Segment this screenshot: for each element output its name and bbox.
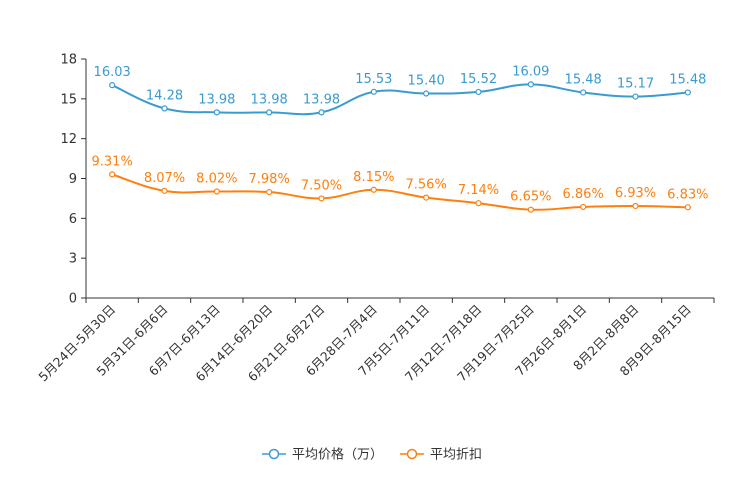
data-label: 6.83%: [667, 187, 708, 202]
y-tick-label: 3: [69, 252, 77, 267]
data-point[interactable]: [580, 203, 587, 211]
data-point[interactable]: [318, 195, 325, 202]
data-point[interactable]: [370, 88, 377, 95]
series-line: [111, 173, 688, 211]
data-label: 8.02%: [196, 172, 237, 187]
legend-item-average-discount[interactable]: 平均折扣: [400, 448, 482, 463]
data-point[interactable]: [370, 186, 377, 193]
data-label: 7.50%: [301, 178, 342, 193]
data-point[interactable]: [580, 89, 587, 96]
data-point[interactable]: [632, 93, 639, 100]
data-label: 15.52: [460, 72, 497, 87]
data-point[interactable]: [161, 105, 168, 112]
series-line: [111, 83, 688, 116]
data-label: 15.17: [617, 77, 654, 92]
data-label: 8.15%: [353, 170, 394, 185]
data-label: 7.98%: [249, 172, 290, 187]
data-point[interactable]: [213, 188, 220, 195]
legend[interactable]: 平均价格（万） 平均折扣: [262, 447, 482, 463]
data-label: 13.98: [303, 92, 340, 107]
y-tick-label: 9: [69, 172, 77, 187]
data-point[interactable]: [527, 81, 534, 88]
data-label: 13.98: [198, 92, 235, 107]
data-point[interactable]: [684, 204, 691, 211]
data-label: 16.03: [94, 65, 131, 80]
y-tick-label: 6: [69, 212, 77, 227]
series-average-discount: 9.31% 8.07% 8.02% 7.98% 7.50% 8.15% 7.56% 7.14%…: [92, 154, 708, 213]
data-point[interactable]: [161, 187, 168, 194]
data-label: 15.53: [355, 72, 392, 87]
x-axis-ticks: 5月24日-5月30日5月31日-6月6日6月7日-6月13日6月14日-6月2…: [35, 298, 715, 384]
data-label: 15.40: [408, 74, 445, 89]
data-point[interactable]: [632, 202, 639, 210]
data-point[interactable]: [109, 82, 116, 89]
y-tick-label: 15: [60, 92, 77, 107]
data-label: 9.31%: [92, 154, 133, 169]
data-point[interactable]: [266, 188, 273, 196]
y-tick-label: 0: [69, 292, 77, 307]
legend-label: 平均折扣: [430, 448, 482, 463]
y-tick-label: 18: [60, 53, 77, 68]
data-label: 15.48: [565, 72, 602, 87]
series-layer: 16.03 14.28 13.98 13.98 13.98 15.53 15.40 15.52…: [92, 64, 708, 213]
data-point[interactable]: [684, 89, 691, 96]
data-point[interactable]: [318, 109, 325, 116]
legend-circle-icon: [268, 448, 280, 460]
data-label: 7.56%: [406, 178, 447, 193]
legend-circle-icon: [406, 448, 418, 460]
y-axis-ticks: 0 3 6 9 12 15 18: [60, 53, 86, 307]
data-label: 14.28: [146, 88, 183, 103]
data-point[interactable]: [213, 109, 220, 116]
data-point[interactable]: [527, 206, 534, 213]
data-label: 6.86%: [563, 187, 604, 202]
data-label: 6.93%: [615, 186, 656, 201]
legend-item-average-price[interactable]: 平均价格（万）: [262, 447, 383, 463]
data-label: 8.07%: [144, 171, 185, 186]
data-point[interactable]: [423, 194, 430, 201]
data-label: 13.98: [251, 92, 288, 107]
data-label: 6.65%: [510, 190, 551, 205]
data-label: 16.09: [512, 64, 549, 79]
series-average-price: 16.03 14.28 13.98 13.98 13.98 15.53 15.40 15.52…: [94, 64, 706, 116]
data-label: 7.14%: [458, 183, 499, 198]
data-point[interactable]: [475, 88, 482, 96]
legend-label: 平均价格（万）: [292, 447, 383, 463]
data-point[interactable]: [475, 200, 482, 207]
data-point[interactable]: [423, 90, 430, 97]
data-point[interactable]: [266, 109, 273, 116]
data-point[interactable]: [109, 171, 116, 178]
data-label: 15.48: [669, 72, 706, 87]
y-tick-label: 12: [60, 132, 77, 147]
